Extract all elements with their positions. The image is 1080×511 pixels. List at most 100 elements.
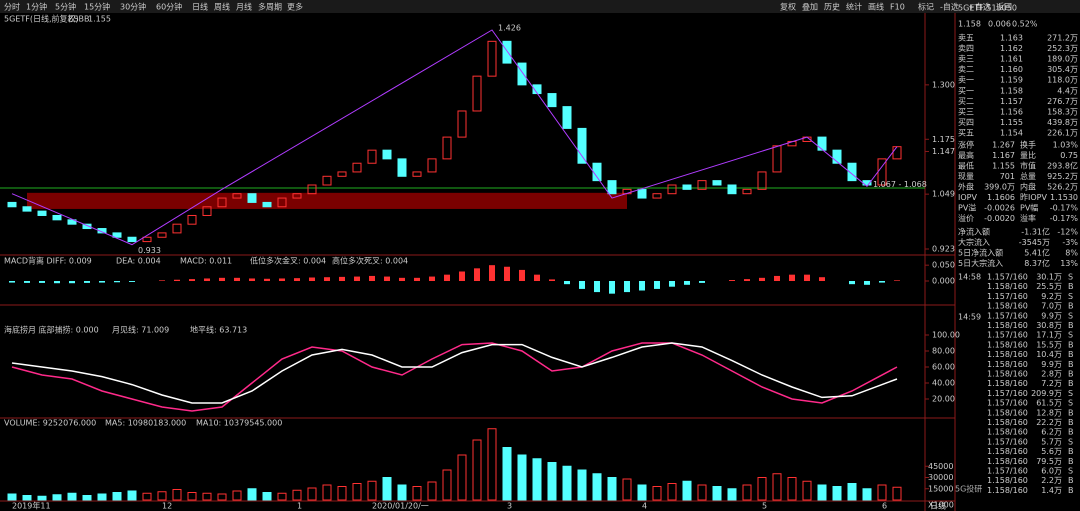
toolbar-tab[interactable]: 1分钟 [26,2,47,12]
trade-volume: 17.1万 [1036,331,1062,340]
volume-bar [202,492,212,501]
trade-volume: 30.8万 [1036,321,1062,330]
toolbar-button[interactable]: +自选 [968,2,991,12]
toolbar-button[interactable]: 复权 [780,2,796,12]
toolbar-tab[interactable]: 分时 [4,2,20,12]
trade-volume: 15.5万 [1036,340,1062,349]
macd-label: MACD: 0.011 [180,257,232,266]
volume-bar [412,486,422,501]
toolbar-tab[interactable]: 日线 [192,2,208,12]
trade-price: 1.157/160 [987,467,1028,476]
trade-time: 14:59 [958,313,981,322]
toolbar-tab[interactable]: 多周期 [258,2,282,12]
candle [457,110,467,138]
box-zone [27,192,627,209]
trade-price: 1.158/160 [987,282,1028,291]
book-label: 买五 [958,129,974,138]
toolbar-button[interactable]: -自选 [940,2,959,12]
volume-bar [697,484,707,501]
stat-label: PV幅 [1020,203,1038,213]
volume-bar [772,473,782,501]
toolbar-tab[interactable]: 15分钟 [84,2,110,12]
candle [352,162,362,173]
book-price: 1.159 [1000,76,1023,85]
macd-label: MACD背离 DIFF: 0.009 [4,256,92,266]
toolbar-button[interactable]: 标记 [918,2,934,12]
book-price: 1.155 [1000,118,1023,127]
macd-bar [729,280,735,281]
volume-bar [892,486,902,501]
trade-price: 1.158/160 [987,360,1028,369]
toolbar-button[interactable]: F10 [890,3,905,12]
book-volume: 305.4万 [1047,65,1078,74]
toolbar-button[interactable]: 历史 [824,2,840,12]
volume-bar [337,486,347,501]
toolbar-tab[interactable]: 60分钟 [156,2,182,12]
book-label: 卖三 [958,55,974,64]
trade-side: B [1068,408,1074,417]
volume-bar [442,469,452,501]
trade-volume: 7.0万 [1041,302,1062,311]
macd-bar [684,281,690,285]
volume-bar [367,480,377,501]
book-label: 卖一 [958,76,974,85]
candle [292,193,302,199]
candle [832,149,842,164]
y-tick-label: 15000 [928,484,953,493]
volume-bar [817,484,827,501]
candle [337,171,347,177]
stat-value: 1.1530 [1050,193,1078,202]
stat-value: 0.75 [1060,151,1078,160]
stat-label: 市值 [1020,161,1036,171]
date-label: 5 [762,502,767,511]
toolbar-tab[interactable]: 周线 [214,2,230,12]
stat-label: 涨停 [958,140,974,150]
trade-volume: 1.4万 [1041,486,1062,495]
macd-bar [204,278,210,281]
volume-bar [727,488,737,501]
y-tick-label: 1.300 [932,80,955,89]
book-price: 1.163 [1000,34,1023,43]
stat-label: 溢价 [958,213,974,223]
book-volume: 4.4万 [1057,87,1078,96]
trade-price: 1.157/160 [987,389,1028,398]
volume-bar [22,495,32,501]
volume-bar [847,483,857,501]
volume-bar [472,439,482,501]
trade-side: B [1068,321,1074,330]
toolbar-button[interactable]: 统计 [846,2,862,12]
macd-bar [189,279,195,281]
candle [382,149,392,160]
volume-bar [562,465,572,501]
date-label: 3 [507,502,512,511]
trade-price: 1.158/160 [987,408,1028,417]
book-volume: 276.7万 [1047,97,1078,106]
volume-bar [142,492,152,501]
toolbar-button[interactable]: 返回 [996,3,1012,12]
candle [67,219,77,225]
macd-bar [864,281,870,285]
stat-value: -0.17% [1050,204,1079,213]
flow-label: 净流入额 [958,227,990,237]
macd-bar [804,274,810,281]
toolbar-tab[interactable]: 30分钟 [120,2,146,12]
volume-bar [172,489,182,501]
candle [217,197,227,208]
volume-bar [577,469,587,501]
volume-bar [397,484,407,501]
trade-volume: 9.9万 [1041,360,1062,369]
trade-side: S [1068,389,1073,398]
toolbar-button[interactable]: 叠加 [802,2,818,12]
toolbar-tab[interactable]: 月线 [236,2,252,12]
volume-bar [682,480,692,501]
candle [397,158,407,177]
trade-volume: 5.6万 [1041,447,1062,456]
candle [412,171,422,177]
macd-bar [699,281,705,283]
candle [472,75,482,112]
macd-bar [264,278,270,281]
toolbar-tab[interactable]: 5分钟 [55,2,76,12]
trade-price: 1.158/160 [987,370,1028,379]
toolbar-tab[interactable]: 更多 [287,2,303,12]
toolbar-button[interactable]: 画线 [868,2,884,12]
